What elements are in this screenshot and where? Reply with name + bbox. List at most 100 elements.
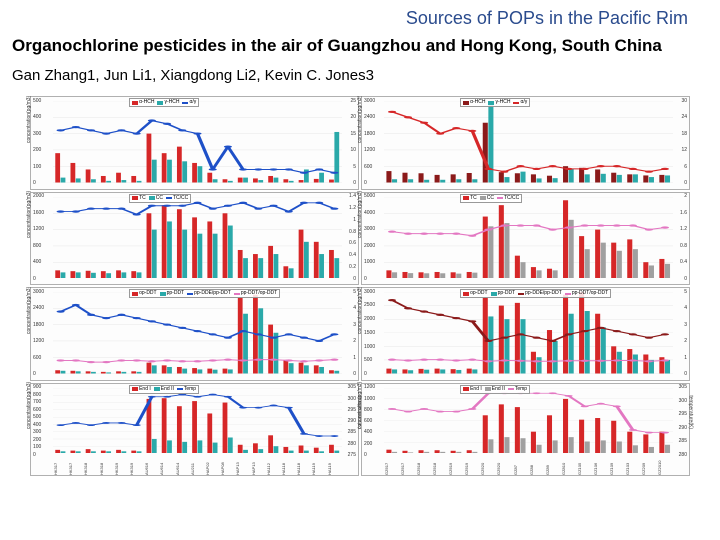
bar-End I (595, 418, 600, 453)
bar-pp-DDT (258, 308, 263, 373)
bar-op-DDT (116, 371, 121, 373)
y2-tick: 5 (684, 289, 687, 295)
legend-item-γ-HCH: γ-HCH (157, 100, 179, 105)
bar-CC (198, 233, 203, 278)
bar-End II (585, 441, 590, 453)
y-tick: 2400 (364, 114, 375, 120)
bar-γ-HCH (553, 178, 558, 182)
line-TC/CC (392, 225, 665, 235)
y2-tick: 0.4 (680, 259, 687, 265)
y-tick: 0 (33, 180, 36, 186)
legend-item-Temp: Temp (508, 387, 527, 392)
bar-α-HCH (314, 179, 319, 183)
y2-tick: 0 (353, 371, 356, 377)
bar-TC (611, 242, 616, 278)
bar-γ-HCH (569, 169, 574, 183)
bar-γ-HCH (537, 179, 542, 183)
bar-γ-HCH (633, 174, 638, 182)
bar-TC (579, 236, 584, 278)
line-Temp (61, 394, 335, 435)
y2-tick: 1.4 (349, 193, 356, 199)
y2-tick: 300 (348, 396, 356, 402)
x-axis-labels: GZ617GZ617GZ618GZ618GZ619GZ619GZ620GZ620… (384, 455, 673, 475)
bar-End II (182, 441, 187, 453)
bar-End II (392, 451, 397, 453)
y2-tick: 0.6 (349, 240, 356, 246)
bar-End I (451, 450, 456, 453)
legend-item-α-HCH: α-HCH (463, 100, 485, 105)
bar-End I (402, 450, 407, 453)
x-tick-label: HAP02 (205, 455, 220, 475)
legend-label: Temp (184, 387, 196, 392)
y2-tick: 0.2 (349, 264, 356, 270)
bar-γ-HCH (274, 178, 279, 183)
bar-op-DDT (268, 325, 273, 374)
chart-panel-ddt-right: concentration(pg/m3)05001000150020002500… (361, 287, 690, 381)
bar-α-HCH (299, 180, 304, 182)
legend-label: TC/CC (173, 196, 188, 201)
y2-tick: 24 (681, 114, 687, 120)
chart-panel-hch-right: concentration(pg/m3)06001200180024003000… (361, 96, 690, 190)
y-tick: 800 (364, 407, 372, 413)
bar-pp-DDT (633, 355, 638, 374)
bar-γ-HCH (258, 180, 263, 182)
bar-α-HCH (55, 153, 60, 182)
bar-γ-HCH (121, 180, 126, 182)
bar-α-HCH (207, 173, 212, 183)
legend-label: pp-DDT/op-DDT (241, 291, 277, 296)
y-tick: 2500 (364, 302, 375, 308)
y-tick: 0 (33, 452, 36, 458)
bar-γ-HCH (424, 180, 429, 183)
y2-tick: 285 (348, 429, 356, 435)
bar-pp-DDT (121, 372, 126, 374)
legend-item-End I: End I (463, 387, 482, 392)
legend-item-CC: CC (149, 196, 163, 201)
bar-op-DDT (547, 330, 552, 373)
x-tick-label: HK318 (83, 455, 98, 475)
bar-End II (198, 440, 203, 453)
y-tick: 300 (33, 429, 41, 435)
y2-tick: 3 (684, 322, 687, 328)
y-tick: 300 (33, 131, 41, 137)
y2-tick: 2 (684, 193, 687, 199)
y2-tick: 2 (353, 338, 356, 344)
chart-panel-hch-left: concentration(pg/m3)01002003004005000510… (30, 96, 359, 190)
bar-γ-HCH (243, 178, 248, 183)
bar-CC (456, 273, 461, 278)
bar-pp-DDT (488, 317, 493, 374)
bar-End II (408, 452, 413, 453)
bar-pp-DDT (408, 370, 413, 373)
bar-CC (319, 254, 324, 278)
bar-End I (86, 449, 91, 453)
legend-item-pp-DDE/pp-DDT: pp-DDE/pp-DDT (187, 291, 231, 296)
y2-tick: 5 (353, 289, 356, 295)
page-header-title: Sources of POPs in the Pacific Rim (12, 8, 708, 29)
bar-γ-HCH (440, 180, 445, 183)
bar-pp-DDT (553, 341, 558, 374)
bar-op-DDT (101, 372, 106, 374)
y-tick: 600 (364, 418, 372, 424)
legend-label: α-HCH (139, 100, 154, 105)
bar-α-HCH (547, 176, 552, 183)
legend-item-pp-DDT/op-DDT: pp-DDT/op-DDT (234, 291, 277, 296)
bar-op-DDT (86, 371, 91, 373)
bar-End I (627, 431, 632, 453)
line-pp-DDE/pp-DDT (61, 305, 335, 341)
bar-γ-HCH (76, 179, 81, 183)
bar-α-HCH (177, 147, 182, 183)
bar-pp-DDT (617, 352, 622, 374)
legend-item-op-DDT: op-DDT (463, 291, 488, 296)
bar-TC (595, 229, 600, 278)
y-tick: 4000 (364, 210, 375, 216)
y2-tick: 6 (684, 164, 687, 170)
bar-α-HCH (386, 171, 391, 182)
y-tick: 1500 (364, 330, 375, 336)
x-tick-label: HAP13 (235, 455, 250, 475)
x-tick-label: GZ618 (432, 455, 448, 475)
bar-γ-HCH (585, 174, 590, 182)
legend: TCCCTC/CC (129, 194, 191, 203)
legend-label: End II (161, 387, 174, 392)
y-tick: 1000 (364, 259, 375, 265)
bar-CC (137, 272, 142, 278)
bar-op-DDT (192, 368, 197, 373)
